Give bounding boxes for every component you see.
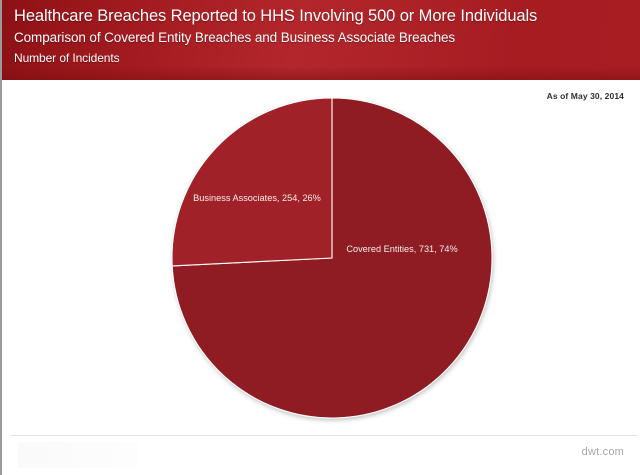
pie-slice-business-associates[interactable] — [171, 97, 333, 267]
footer-divider — [10, 435, 638, 436]
pie-label-covered-entities: Covered Entities, 731, 74% — [332, 243, 472, 255]
pie-label-covered-entities-text: Covered Entities, 731, 74% — [346, 244, 458, 254]
page-subtitle: Comparison of Covered Entity Breaches an… — [14, 30, 456, 45]
pie-graphic — [171, 97, 493, 419]
pie-label-business-associates-text: Business Associates, 254, 26% — [193, 193, 321, 203]
chart-body: As of May 30, 2014 Business Associates, … — [2, 80, 640, 432]
page-unit-label: Number of Incidents — [14, 51, 120, 65]
pie-chart: Business Associates, 254, 26% Covered En… — [2, 80, 640, 432]
pie-svg — [171, 97, 493, 419]
title-banner: Healthcare Breaches Reported to HHS Invo… — [2, 0, 640, 80]
footer-url[interactable]: dwt.com — [581, 446, 624, 458]
slide-footer: dwt.com — [2, 432, 640, 475]
pie-label-business-associates: Business Associates, 254, 26% — [192, 192, 322, 204]
as-of-date-annotation: As of May 30, 2014 — [546, 91, 624, 101]
footer-logo-watermark — [18, 442, 138, 468]
page-title: Healthcare Breaches Reported to HHS Invo… — [14, 7, 538, 25]
